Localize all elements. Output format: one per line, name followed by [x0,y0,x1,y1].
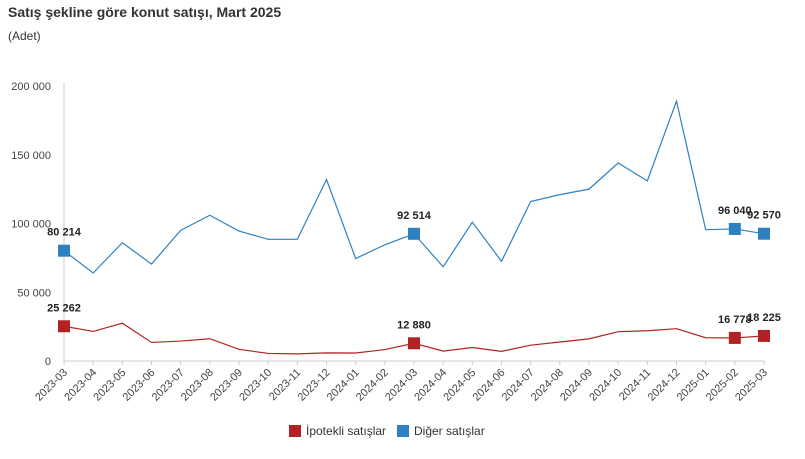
data-point-marker [728,331,741,344]
data-label: 80 214 [47,227,82,239]
x-tick-label: 2024-10 [587,367,624,404]
data-point-marker [758,329,770,342]
legend-swatch [289,425,301,437]
data-label: 12 880 [397,319,431,331]
data-point-marker [758,227,770,240]
y-tick-label: 50 000 [17,287,51,299]
data-point-marker [58,320,70,333]
data-label: 18 225 [747,312,781,324]
legend-label: Diğer satışlar [414,424,485,438]
data-label: 92 514 [397,210,432,222]
data-label: 92 570 [747,210,781,222]
chart-subtitle: (Adet) [8,29,41,43]
y-tick-label: 100 000 [11,219,51,231]
legend-swatch [397,425,409,437]
y-tick-label: 0 [45,356,51,368]
data-point-marker [58,244,70,257]
series-line-diger [63,99,765,274]
data-point-marker [728,222,741,235]
y-tick-label: 200 000 [11,81,51,93]
data-label: 16 778 [718,314,752,326]
x-tick-label: 2023-10 [237,367,274,404]
data-point-marker [408,337,420,350]
data-label: 96 040 [718,205,752,217]
chart-title: Satış şekline göre konut satışı, Mart 20… [8,4,282,20]
y-tick-label: 150 000 [11,150,51,162]
x-tick-label: 2025-03 [733,367,770,404]
data-point-marker [408,227,420,240]
legend-label: İpotekli satışlar [306,424,386,438]
data-label: 25 262 [47,302,81,314]
